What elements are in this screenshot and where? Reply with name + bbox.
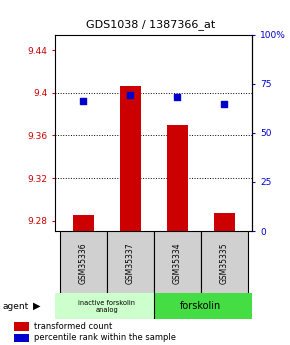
Text: GSM35337: GSM35337 bbox=[126, 242, 135, 284]
Bar bbox=[14, 334, 29, 342]
Text: forskolin: forskolin bbox=[180, 301, 221, 311]
Point bbox=[81, 99, 86, 104]
Point bbox=[175, 95, 180, 100]
Bar bbox=[201, 231, 248, 295]
Bar bbox=[14, 323, 29, 331]
Text: percentile rank within the sample: percentile rank within the sample bbox=[34, 333, 176, 342]
Bar bbox=[107, 231, 154, 295]
Text: agent: agent bbox=[3, 302, 29, 310]
Text: ▶: ▶ bbox=[33, 301, 41, 311]
Text: GDS1038 / 1387366_at: GDS1038 / 1387366_at bbox=[86, 19, 215, 30]
Bar bbox=[154, 231, 201, 295]
Bar bbox=[73, 215, 94, 231]
Bar bbox=[60, 231, 107, 295]
Text: GSM35335: GSM35335 bbox=[220, 242, 229, 284]
Text: GSM35334: GSM35334 bbox=[173, 242, 182, 284]
Bar bbox=[154, 293, 252, 319]
Bar bbox=[120, 86, 141, 231]
Text: transformed count: transformed count bbox=[34, 322, 113, 331]
Point bbox=[222, 101, 226, 106]
Text: GSM35336: GSM35336 bbox=[79, 242, 88, 284]
Text: inactive forskolin
analog: inactive forskolin analog bbox=[78, 300, 135, 313]
Bar bbox=[213, 213, 235, 231]
Bar bbox=[167, 125, 188, 231]
Point bbox=[128, 92, 133, 98]
Bar bbox=[55, 293, 154, 319]
